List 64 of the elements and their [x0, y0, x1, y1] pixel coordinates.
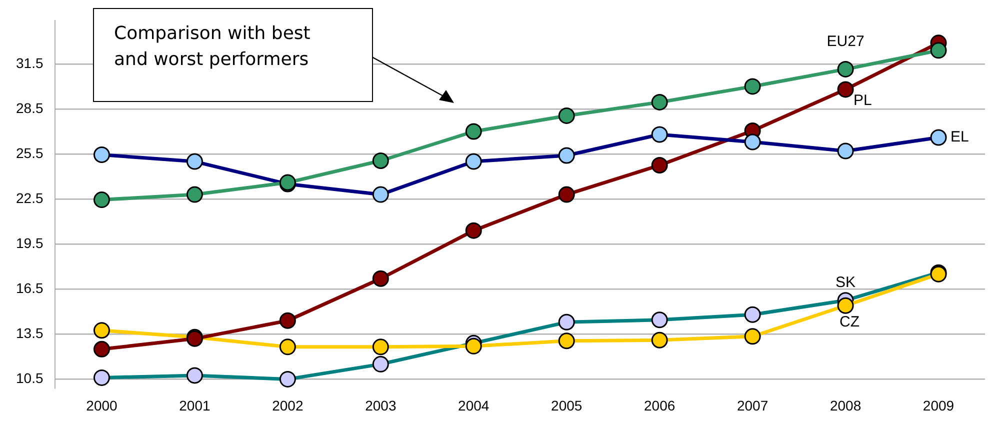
point [279, 312, 296, 329]
point [651, 126, 668, 143]
point [837, 81, 854, 98]
point [93, 322, 110, 339]
point [465, 338, 482, 354]
point [372, 152, 389, 170]
point [465, 123, 482, 140]
y-tick-label: 22.5 [16, 190, 44, 206]
x-tick-label: 2004 [458, 397, 490, 414]
point [651, 312, 668, 328]
series-label: CZ [840, 313, 860, 330]
point [186, 153, 203, 170]
point [744, 78, 761, 95]
x-tick-label: 2000 [86, 397, 118, 414]
point [372, 270, 389, 287]
point [558, 314, 575, 330]
point [186, 367, 203, 384]
series-label: PL [854, 92, 872, 110]
point [558, 332, 575, 350]
point [651, 332, 668, 348]
point [930, 42, 947, 59]
point [372, 186, 389, 203]
x-tick-label: 2005 [551, 397, 582, 414]
point [558, 107, 575, 124]
point [279, 370, 296, 388]
y-tick-label: 16.5 [16, 280, 44, 296]
point [651, 157, 668, 174]
point [558, 147, 575, 164]
x-tick-label: 2008 [830, 397, 862, 414]
y-tick-label: 25.5 [16, 144, 44, 161]
point [837, 142, 854, 160]
x-tick-label: 2007 [736, 397, 768, 414]
x-tick-label: 2002 [272, 397, 304, 414]
point [837, 297, 854, 314]
series-label: EL [950, 128, 969, 146]
point [93, 369, 110, 386]
point [744, 306, 761, 323]
point [93, 340, 110, 358]
point [651, 94, 668, 110]
point [372, 356, 389, 372]
y-tick-label: 10.5 [16, 370, 44, 386]
y-tick-label: 31.5 [16, 54, 44, 71]
point [93, 192, 110, 208]
point [372, 338, 389, 356]
y-tick-label: 19.5 [16, 234, 44, 251]
point [837, 60, 854, 78]
point [93, 146, 110, 164]
series-label: EU27 [826, 32, 864, 50]
x-tick-label: 2003 [365, 397, 396, 414]
point [186, 186, 203, 203]
series-label: SK [836, 274, 856, 292]
point [744, 328, 761, 345]
point [465, 153, 482, 170]
y-tick-label: 28.5 [16, 100, 44, 116]
callout-box: Comparison with best and worst performers [93, 8, 373, 102]
point [465, 222, 482, 239]
x-tick-label: 2006 [644, 397, 676, 414]
point [558, 186, 575, 203]
point [279, 338, 296, 356]
x-tick-label: 2009 [922, 397, 954, 414]
x-tick-label: 2001 [179, 397, 210, 414]
point [744, 134, 761, 150]
point [930, 129, 947, 146]
y-tick-label: 13.5 [16, 325, 44, 342]
